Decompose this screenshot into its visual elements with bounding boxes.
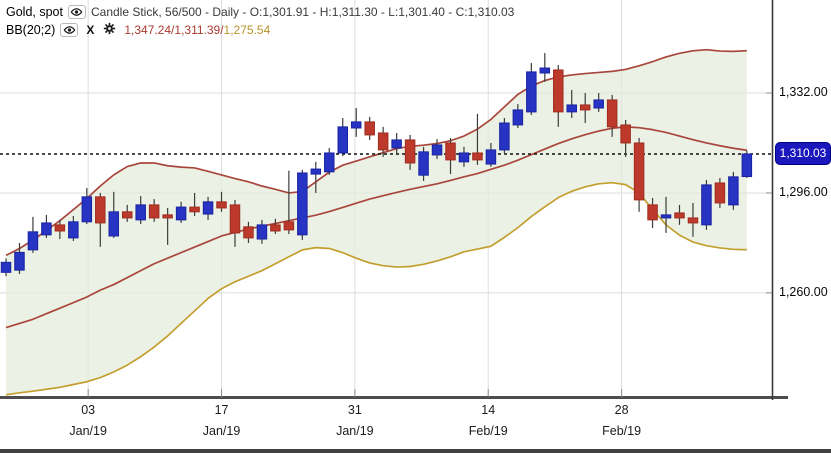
bollinger-values: 1,347.24/1,311.39/1,275.54 [124, 23, 270, 37]
candlestick [606, 99, 618, 128]
x-axis-month-label: Feb/19 [602, 424, 642, 438]
candlestick [526, 71, 537, 113]
candlestick [539, 67, 551, 74]
gear-icon [103, 22, 116, 38]
y-axis-label: 1,332.00 [779, 85, 828, 99]
series-title: Gold, spot [6, 5, 63, 19]
candlestick [68, 221, 79, 239]
bollinger-lower-value: 1,275.54 [223, 23, 271, 37]
indicator-visibility-button[interactable] [60, 23, 79, 38]
candlestick [270, 224, 281, 232]
y-axis-label: 1,296.00 [779, 184, 828, 199]
eye-icon [63, 23, 76, 38]
x-axis-month-label: Jan/19 [69, 424, 107, 438]
x-axis-day-label: 17 [214, 403, 229, 417]
candlestick [472, 152, 483, 161]
candlestick [175, 206, 187, 221]
indicator-label: BB(20;2) [6, 23, 56, 37]
candlestick [81, 196, 93, 223]
candlestick [674, 212, 685, 219]
candlestick [512, 109, 524, 126]
candlestick [297, 172, 308, 236]
candlestick [337, 126, 348, 154]
candlestick [229, 204, 241, 234]
candlestick [54, 224, 66, 232]
remove-indicator-button[interactable]: X [83, 23, 97, 37]
y-axis-label: 1,260.00 [779, 284, 828, 299]
candlestick [647, 204, 658, 221]
x-axis-month-label: Feb/19 [468, 424, 508, 438]
x-axis-day-label: 28 [614, 403, 629, 417]
candlestick [256, 224, 268, 240]
candlestick [189, 206, 200, 213]
candlestick [391, 139, 402, 149]
x-axis-month-label: Jan/19 [202, 424, 241, 438]
bollinger-lower-line [5, 181, 747, 396]
bottom-edge-bar [0, 449, 831, 453]
indicator-row: BB(20;2) X [6, 21, 514, 39]
candlestick [701, 184, 712, 226]
x-axis-day-label: 03 [81, 403, 96, 417]
candlestick [310, 168, 322, 175]
bollinger-band-fill [6, 49, 747, 395]
last-price-tag: 1,310.03 [775, 142, 831, 166]
candlestick [121, 211, 133, 219]
candlestick [404, 139, 416, 164]
candlestick [0, 261, 12, 273]
close-icon: X [86, 23, 95, 37]
candlestick [216, 201, 227, 209]
candlestick [499, 122, 510, 151]
candlestick [95, 196, 106, 224]
candlestick [633, 142, 645, 201]
candlestick [553, 69, 564, 113]
indicator-settings-button[interactable] [102, 22, 116, 38]
candlestick [202, 201, 214, 215]
chart-header: Gold, spot Candle Stick, 56/500 - Daily … [6, 3, 514, 39]
candlestick [418, 151, 429, 176]
candlestick [728, 176, 739, 206]
candlestick [593, 99, 604, 109]
candlestick [364, 121, 375, 136]
candlestick [108, 211, 120, 237]
series-visibility-button[interactable] [67, 5, 86, 20]
x-axis-month-label: Jan/19 [336, 424, 374, 438]
x-axis-day-label: 31 [347, 403, 362, 417]
candlestick [41, 222, 52, 236]
candlestick [620, 124, 631, 144]
candlestick [324, 152, 335, 173]
candlestick [14, 251, 25, 271]
bollinger-upper-middle-values: 1,347.24/1,311.39/ [124, 23, 224, 37]
candlestick [579, 104, 591, 111]
candlestick [485, 149, 497, 165]
candlestick [660, 214, 672, 219]
candlestick [243, 226, 254, 239]
candlestick [135, 204, 146, 221]
candlestick [283, 221, 295, 231]
candlestick [27, 231, 39, 251]
candlestick [687, 217, 699, 224]
candlestick [377, 132, 389, 151]
x-axis-day-label: 14 [481, 403, 496, 417]
candlestick [148, 204, 160, 219]
candlestick [162, 214, 173, 219]
bollinger-upper-line [5, 48, 747, 257]
candlestick [350, 121, 362, 129]
series-row: Gold, spot Candle Stick, 56/500 - Daily … [6, 3, 514, 21]
eye-icon [70, 5, 83, 20]
candlestick [741, 153, 753, 178]
candlestick [566, 104, 577, 113]
series-info: Candle Stick, 56/500 - Daily - O:1,301.9… [90, 5, 515, 19]
candlestick [445, 142, 456, 161]
candlestick [431, 144, 443, 156]
candlestick [714, 182, 726, 204]
candlestick [458, 152, 470, 163]
